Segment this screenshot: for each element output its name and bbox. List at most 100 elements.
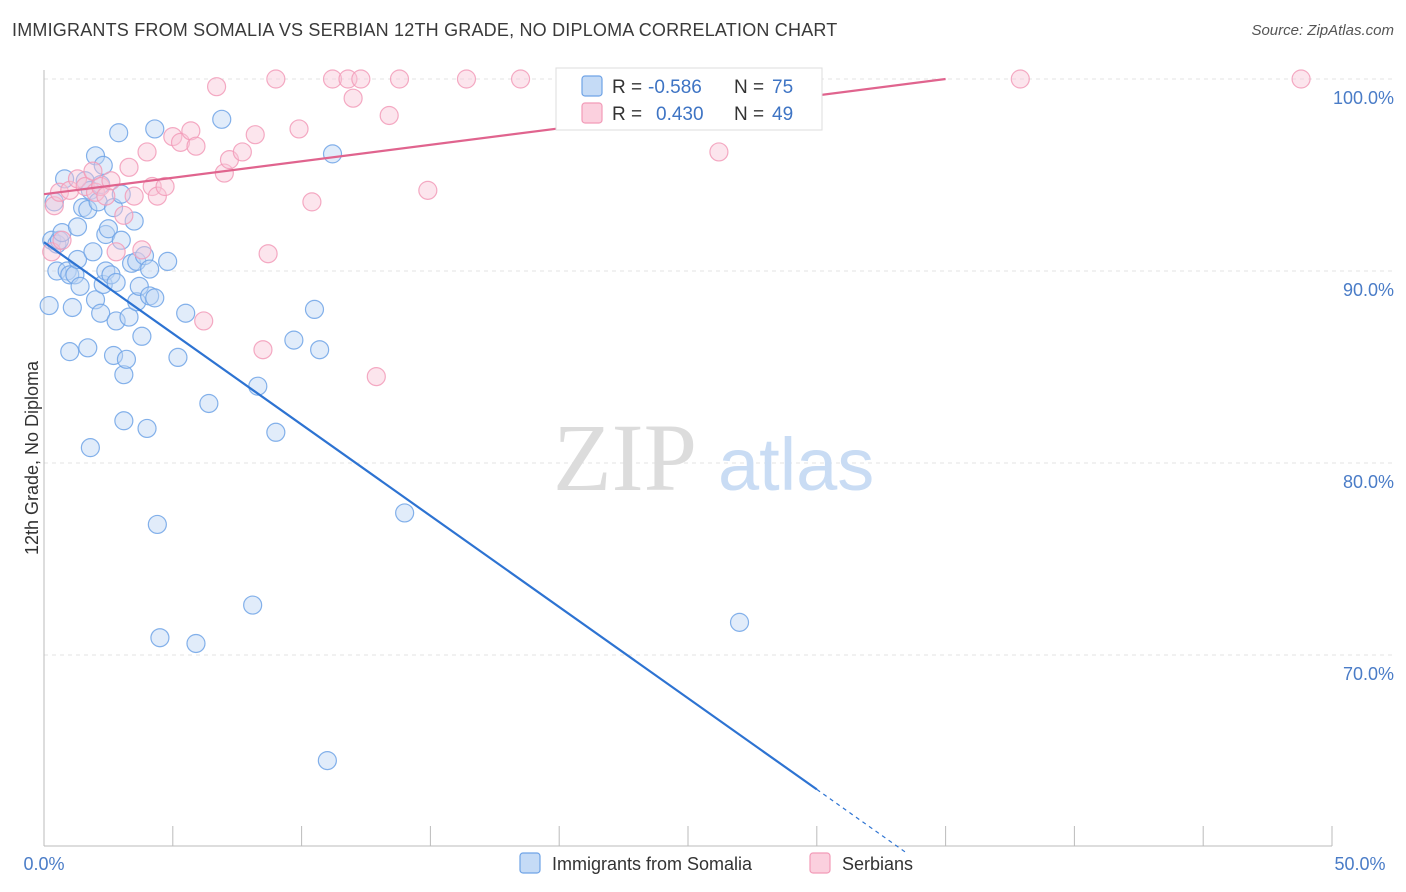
point-serbians xyxy=(289,119,309,139)
point-somalia xyxy=(91,303,111,323)
stats-n-label-serbians: N = xyxy=(734,104,764,125)
y-axis-label: 12th Grade, No Diploma xyxy=(22,360,42,555)
point-serbians xyxy=(418,180,438,200)
stats-legend-swatch-somalia xyxy=(581,75,603,97)
y-tick-label: 90.0% xyxy=(1343,280,1394,300)
point-serbians xyxy=(232,142,252,162)
point-somalia xyxy=(67,217,88,237)
bottom-legend: Immigrants from Somalia Serbians xyxy=(519,852,913,874)
stats-legend: R = -0.586 N = 75 R = 0.430 N = 49 xyxy=(555,67,823,131)
point-somalia xyxy=(168,347,188,367)
point-serbians xyxy=(510,69,531,89)
point-somalia xyxy=(39,295,59,316)
trend-line-somalia xyxy=(43,241,818,791)
point-serbians xyxy=(456,69,477,89)
y-tick-label: 70.0% xyxy=(1343,664,1394,684)
point-somalia xyxy=(62,297,82,318)
point-serbians xyxy=(245,125,265,145)
point-somalia xyxy=(106,272,126,293)
point-somalia xyxy=(310,340,330,360)
trend-line-somalia-extension xyxy=(816,788,908,854)
point-serbians xyxy=(266,69,286,89)
point-serbians xyxy=(379,105,399,126)
point-serbians xyxy=(119,157,139,177)
point-somalia xyxy=(119,307,139,327)
source-credit: Source: ZipAtlas.com xyxy=(1251,22,1394,39)
point-somalia xyxy=(111,230,131,250)
chart-title: IMMIGRANTS FROM SOMALIA VS SERBIAN 12TH … xyxy=(12,20,838,40)
stats-n-value-somalia: 75 xyxy=(772,77,793,98)
grid-lines xyxy=(44,78,1392,656)
point-serbians xyxy=(155,176,175,197)
point-somalia xyxy=(176,303,196,323)
point-serbians xyxy=(137,142,157,162)
point-somalia xyxy=(65,265,85,285)
legend-swatch-somalia xyxy=(519,852,541,874)
point-serbians xyxy=(194,311,214,331)
watermark-zip: ZIP xyxy=(553,404,697,511)
point-somalia xyxy=(147,514,167,535)
watermark-atlas: atlas xyxy=(718,423,874,506)
legend-label-somalia: Immigrants from Somalia xyxy=(552,854,753,874)
point-serbians xyxy=(258,244,278,264)
point-somalia xyxy=(98,219,119,239)
point-serbians xyxy=(163,127,183,147)
point-serbians xyxy=(1010,69,1030,89)
legend-swatch-serbians xyxy=(809,852,831,874)
y-tick-label: 80.0% xyxy=(1343,472,1394,492)
point-serbians xyxy=(322,69,343,89)
y-tick-label: 100.0% xyxy=(1333,88,1394,108)
x-tick-label-min: 0.0% xyxy=(23,854,64,874)
point-somalia xyxy=(78,199,98,220)
point-serbians xyxy=(147,186,167,206)
stats-r-value-serbians: 0.430 xyxy=(656,104,704,125)
point-serbians xyxy=(186,136,206,156)
point-serbians xyxy=(389,69,410,89)
point-serbians xyxy=(181,121,201,141)
point-somalia xyxy=(60,342,80,362)
point-somalia xyxy=(124,211,144,231)
point-somalia xyxy=(114,411,134,431)
point-somalia xyxy=(150,628,170,648)
point-somalia xyxy=(322,144,343,164)
stats-r-label-somalia: R = xyxy=(612,77,642,98)
point-somalia xyxy=(85,146,106,166)
point-somalia xyxy=(199,393,219,414)
point-somalia xyxy=(186,633,206,654)
legend-label-serbians: Serbians xyxy=(842,854,913,874)
point-somalia xyxy=(158,251,178,271)
stats-n-label-somalia: N = xyxy=(734,77,764,98)
point-serbians xyxy=(709,142,729,162)
stats-r-value-somalia: -0.586 xyxy=(648,77,702,98)
point-somalia xyxy=(137,418,157,439)
point-somalia xyxy=(729,612,750,632)
point-serbians xyxy=(302,192,322,212)
point-serbians xyxy=(1291,69,1311,89)
x-axis-ticks xyxy=(43,826,1333,846)
stats-legend-swatch-serbians xyxy=(581,102,603,124)
point-somalia xyxy=(114,365,134,385)
x-tick-label-max: 50.0% xyxy=(1334,854,1385,874)
point-serbians xyxy=(67,169,88,189)
point-somalia xyxy=(145,288,165,308)
point-somalia xyxy=(70,276,90,296)
point-somalia xyxy=(266,422,286,442)
point-serbians xyxy=(343,88,363,108)
point-somalia xyxy=(317,750,337,771)
point-serbians xyxy=(253,340,273,360)
stats-n-value-serbians: 49 xyxy=(772,104,793,125)
point-serbians xyxy=(114,205,134,225)
point-somalia xyxy=(212,109,232,129)
point-somalia xyxy=(304,299,325,319)
point-somalia xyxy=(78,338,98,358)
point-serbians xyxy=(206,77,227,97)
point-somalia xyxy=(140,259,160,279)
point-somalia xyxy=(109,123,129,143)
point-somalia xyxy=(395,503,415,523)
point-somalia xyxy=(284,330,304,350)
point-somalia xyxy=(116,349,137,369)
point-serbians xyxy=(351,69,371,89)
point-serbians xyxy=(75,176,95,197)
series-somalia-points xyxy=(39,109,750,771)
